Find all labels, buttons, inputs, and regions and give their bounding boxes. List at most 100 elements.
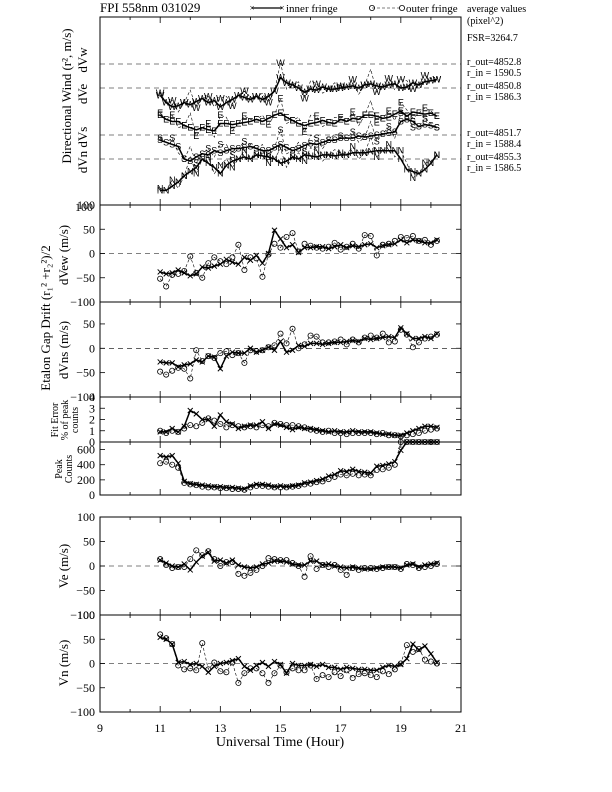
outer-fringe-point: [265, 344, 272, 351]
direction-point-S: S: [157, 133, 163, 143]
inner-fringe-point: [163, 271, 170, 277]
direction-point-E: E: [296, 119, 302, 129]
direction-point-S: S: [422, 113, 428, 123]
inner-fringe-point: [283, 349, 290, 356]
direction-point-S: S: [422, 120, 428, 130]
inner-fringe-point: [247, 422, 254, 428]
xtick-label: 21: [455, 721, 467, 735]
direction-point-E: E: [362, 110, 368, 120]
inner-fringe-point: [422, 333, 428, 340]
inner-fringe-point: [223, 256, 230, 263]
inner-fringe-point: [163, 560, 170, 566]
xtick-label: 17: [335, 721, 347, 735]
direction-point-W: W: [294, 83, 303, 93]
outer-fringe-point: [421, 438, 428, 445]
outer-fringe-point: [301, 481, 308, 488]
r-out-4: r_out=4855.3: [467, 152, 521, 163]
direction-point-W: W: [397, 75, 406, 85]
outer-fringe-point: [301, 573, 308, 580]
direction-point-W: W: [336, 83, 345, 93]
direction-point-E: E: [356, 114, 362, 124]
outer-fringe-point: [367, 564, 374, 571]
direction-point-E: E: [169, 116, 175, 126]
inner-fringe-point: [434, 237, 440, 243]
outer-fringe-point: [211, 659, 218, 666]
direction-point-W: W: [282, 78, 291, 88]
direction-point-E: E: [277, 108, 283, 118]
panel-peak-counts: [99, 441, 462, 496]
legend: × × inner fringe outer fringe: [249, 3, 457, 15]
direction-point-E: E: [410, 107, 416, 117]
outer-fringe-point: [211, 355, 218, 362]
outer-fringe-point: [157, 368, 164, 375]
inner-fringe-point: [385, 431, 392, 437]
inner-fringe-point: [301, 244, 308, 251]
outer-fringe-point: [433, 331, 440, 338]
inner-fringe-point: [385, 241, 392, 248]
panel-dvns: [99, 301, 462, 398]
direction-point-E: E: [380, 113, 386, 123]
legend-outer-label: outer fringe: [406, 3, 458, 15]
direction-point-W: W: [156, 88, 165, 98]
direction-point-W: W: [348, 81, 357, 91]
inner-fringe-point: [379, 431, 386, 437]
outer-fringe-point: [373, 674, 380, 681]
outer-fringe-point: [433, 561, 440, 568]
direction-point-E: E: [253, 114, 259, 124]
inner-fringe-point: [271, 558, 278, 564]
inner-fringe-point: [253, 422, 260, 428]
direction-point-S: S: [374, 130, 380, 140]
direction-point-S: S: [253, 144, 259, 154]
direction-point-W: W: [330, 84, 339, 94]
outer-fringe-point: [289, 230, 296, 237]
outer-fringe-point: [241, 359, 248, 366]
inner-fringe-point: [193, 559, 200, 565]
outer-fringe-point: [379, 668, 386, 675]
outer-fringe-point: [403, 561, 410, 568]
outer-fringe-point: [331, 669, 338, 676]
direction-point-E: E: [217, 110, 223, 120]
inner-fringe-point: [157, 269, 164, 275]
inner-fringe-point: [349, 564, 356, 570]
series-line-outer: [160, 441, 437, 491]
direction-point-N: N: [265, 158, 272, 168]
direction-point-N: N: [319, 150, 326, 160]
inner-fringe-point: [271, 227, 278, 234]
outer-fringe-point: [199, 274, 206, 281]
inner-fringe-point: [355, 429, 362, 435]
inner-fringe-point: [283, 424, 290, 431]
y-tick-label: −50: [76, 584, 95, 598]
y-tick-label: 50: [83, 632, 95, 646]
inner-fringe-point: [169, 452, 176, 459]
inner-fringe-point: [385, 564, 392, 570]
outer-fringe-point: [271, 419, 278, 426]
direction-point-E: E: [350, 107, 356, 117]
outer-fringe-point: [289, 422, 296, 429]
y-tick-label: 400: [77, 458, 95, 472]
direction-point-E: E: [326, 117, 332, 127]
inner-fringe-point: [385, 333, 392, 340]
outer-fringe-point: [313, 333, 320, 340]
inner-fringe-point: [428, 239, 434, 246]
outer-fringe-point: [361, 564, 368, 571]
direction-point-N: N: [235, 154, 242, 164]
direction-point-S: S: [253, 144, 259, 154]
inner-fringe-point: [217, 412, 224, 418]
outer-fringe-point: [175, 563, 182, 570]
inner-fringe-point: [181, 361, 188, 368]
outer-fringe-point: [259, 670, 266, 677]
y-tick-label: 100: [77, 198, 95, 212]
inner-fringe-point: [319, 661, 326, 668]
inner-fringe-point: [229, 557, 236, 563]
xtick-label: 11: [154, 721, 166, 735]
outer-fringe-point: [205, 548, 212, 555]
outer-fringe-point: [193, 423, 200, 430]
inner-fringe-point: [163, 429, 170, 435]
inner-fringe-point: [259, 659, 266, 666]
direction-point-W: W: [276, 58, 285, 68]
outer-fringe-point: [277, 420, 284, 427]
inner-fringe-point: [343, 664, 350, 671]
direction-point-S: S: [175, 142, 181, 152]
direction-point-W: W: [421, 77, 430, 87]
ylabel-dvew: dVew (m/s): [56, 225, 71, 285]
